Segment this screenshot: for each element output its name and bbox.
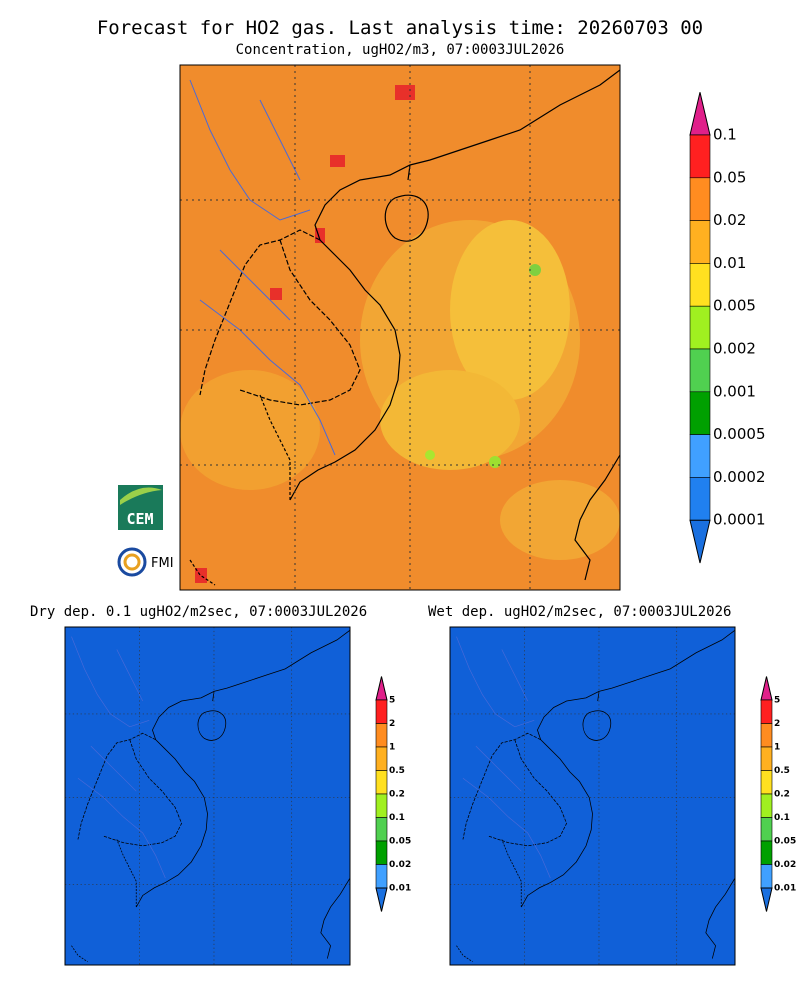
- colorbar-label: 1: [774, 743, 780, 753]
- colorbar-label: 0.1: [389, 813, 405, 823]
- colorbar-label: 0.05: [389, 837, 411, 847]
- colorbar-tip: [760, 676, 773, 701]
- colorbar-label: 0.0001: [713, 511, 766, 529]
- dry-colorbar: 5 2 1 0.5 0.2 0.1 0.05 0.02 0.01: [375, 676, 411, 912]
- colorbar-label: 0.2: [389, 790, 405, 800]
- colorbar-segment: [375, 723, 388, 748]
- colorbar-segment: [689, 220, 711, 264]
- colorbar-label: 0.5: [389, 766, 405, 776]
- cem-label: CEM: [126, 510, 153, 528]
- colorbar-segment: [689, 391, 711, 435]
- panel-title: Dry dep. 0.1 ugHO2/m2sec, 07:0003JUL2026: [30, 604, 367, 620]
- main-map: [180, 65, 620, 590]
- colorbar-segment: [760, 770, 773, 795]
- colorbar-label: 0.5: [774, 766, 790, 776]
- colorbar-segment: [689, 477, 711, 521]
- colorbar-segment: [760, 723, 773, 748]
- colorbar-label: 0.001: [713, 382, 756, 400]
- colorbar-label: 0.02: [389, 860, 411, 870]
- colorbar-label: 1: [389, 743, 395, 753]
- colorbar-tip: [689, 519, 711, 564]
- colorbar-segment: [375, 699, 388, 724]
- dry-map: [65, 627, 350, 965]
- colorbar-label: 0.02: [713, 211, 746, 229]
- panel-title: Wet dep. ugHO2/m2sec, 07:0003JUL2026: [428, 604, 731, 620]
- colorbar-segment: [689, 348, 711, 393]
- fmi-logo: FMI: [117, 547, 174, 577]
- colorbar-label: 5: [389, 696, 395, 706]
- wet-frame: [449, 626, 736, 966]
- subtitle: Concentration, ugHO2/m3, 07:0003JUL2026: [236, 42, 565, 58]
- colorbar-label: 0.0005: [713, 425, 766, 443]
- colorbar-label: 0.05: [774, 837, 796, 847]
- colorbar-segment: [375, 746, 388, 771]
- colorbar-label: 0.0002: [713, 468, 766, 486]
- dry-frame: [64, 626, 351, 966]
- colorbar-label: 0.02: [774, 860, 796, 870]
- colorbar-label: 0.005: [713, 297, 756, 315]
- colorbar-tip: [375, 676, 388, 701]
- wet-colorbar: 5 2 1 0.5 0.2 0.1 0.05 0.02 0.01: [760, 676, 796, 912]
- colorbar-segment: [760, 840, 773, 865]
- fmi-label: FMI: [151, 556, 174, 571]
- colorbar-label: 2: [389, 719, 395, 729]
- colorbar-label: 0.002: [713, 340, 756, 358]
- colorbar-tip: [375, 887, 388, 912]
- colorbar-tip: [760, 887, 773, 912]
- colorbar-segment: [760, 864, 773, 889]
- colorbar-segment: [375, 770, 388, 795]
- colorbar-label: 5: [774, 696, 780, 706]
- colorbar-label: 0.2: [774, 790, 790, 800]
- colorbar-segment: [375, 793, 388, 818]
- main-colorbar: 0.1 0.05 0.02 0.01 0.005 0.002 0.001 0.0005 0.00…: [689, 92, 766, 564]
- colorbar-label: 0.01: [389, 884, 411, 894]
- wet-map: [450, 627, 735, 965]
- colorbar-label: 0.01: [774, 884, 796, 894]
- colorbar-segment: [689, 305, 711, 350]
- title: Forecast for HO2 gas. Last analysis time…: [97, 17, 703, 39]
- colorbar-label: 2: [774, 719, 780, 729]
- colorbar-segment: [760, 699, 773, 724]
- cem-logo: CEM: [118, 485, 163, 530]
- colorbar-segment: [689, 434, 711, 478]
- colorbar-segment: [689, 177, 711, 221]
- colorbar-tip: [689, 92, 711, 136]
- colorbar-segment: [689, 263, 711, 307]
- colorbar-label: 0.1: [713, 126, 737, 144]
- colorbar-segment: [689, 134, 711, 179]
- colorbar-label: 0.05: [713, 168, 746, 186]
- colorbar-segment: [760, 746, 773, 771]
- colorbar-segment: [375, 840, 388, 865]
- colorbar-segment: [760, 817, 773, 842]
- main-map-frame: [179, 64, 621, 591]
- colorbar-segment: [760, 793, 773, 818]
- colorbar-segment: [375, 864, 388, 889]
- colorbar-label: 0.1: [774, 813, 790, 823]
- colorbar-segment: [375, 817, 388, 842]
- colorbar-label: 0.01: [713, 254, 746, 272]
